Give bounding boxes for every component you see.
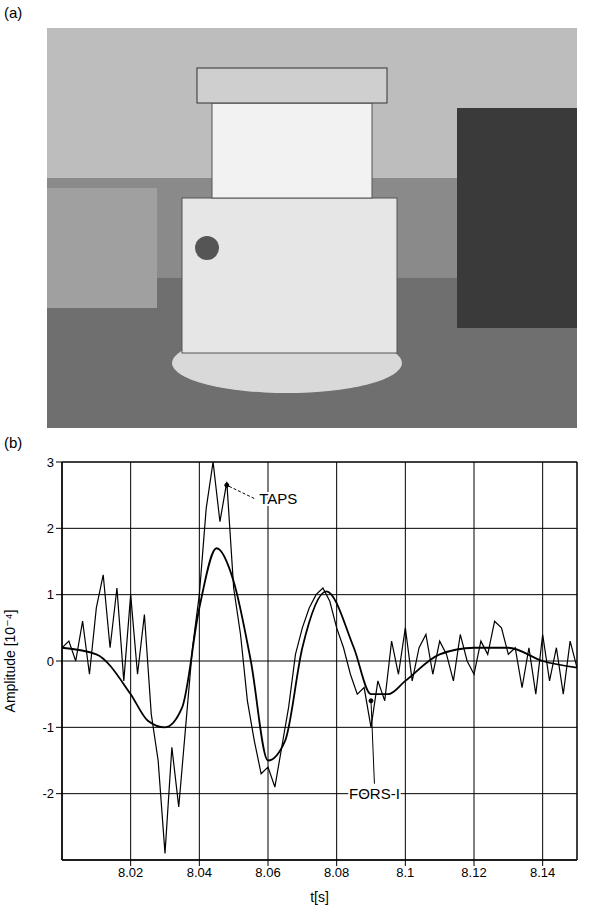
svg-text:Amplitude [10⁻⁴]: Amplitude [10⁻⁴] <box>2 610 18 713</box>
svg-text:8.14: 8.14 <box>530 865 555 880</box>
svg-text:1: 1 <box>47 587 54 602</box>
svg-text:TAPS: TAPS <box>259 490 297 507</box>
svg-text:8.02: 8.02 <box>118 865 143 880</box>
svg-text:3: 3 <box>47 455 54 470</box>
svg-text:8.1: 8.1 <box>396 865 414 880</box>
html-text:(a): (a) <box>4 4 23 21</box>
svg-text:8.06: 8.06 <box>255 865 280 880</box>
svg-text:8.08: 8.08 <box>324 865 349 880</box>
svg-text:-1: -1 <box>42 720 54 735</box>
svg-text:2: 2 <box>47 521 54 536</box>
svg-text:0: 0 <box>47 654 54 669</box>
html-text:(b): (b) <box>4 434 23 451</box>
svg-text:FORS-I: FORS-I <box>349 785 400 802</box>
svg-text:8.04: 8.04 <box>187 865 212 880</box>
svg-text:-2: -2 <box>42 786 54 801</box>
svg-text:8.12: 8.12 <box>461 865 486 880</box>
svg-text:t[s]: t[s] <box>310 889 329 905</box>
